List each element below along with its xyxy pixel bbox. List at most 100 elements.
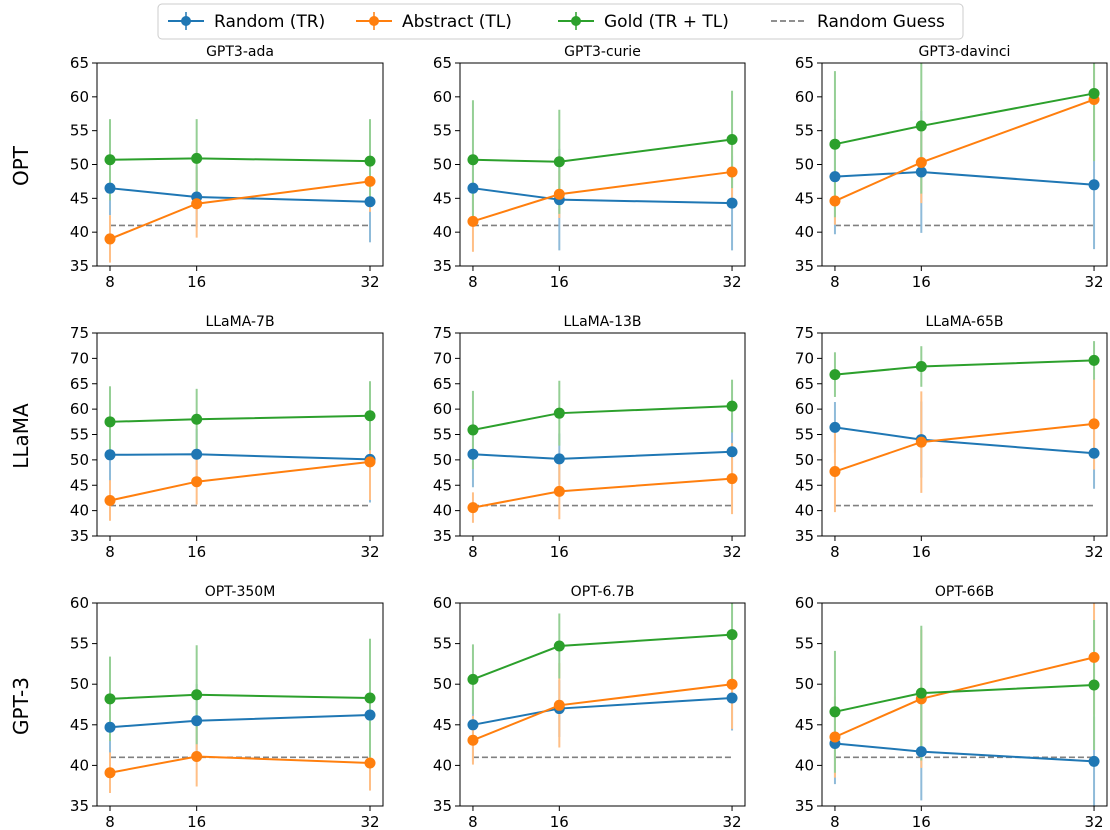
y-tick-label: 60 [795, 594, 814, 612]
point-gold-tr-tl [829, 369, 841, 381]
y-tick-label: 55 [433, 122, 452, 140]
x-tick-label: 32 [360, 813, 379, 830]
y-tick-label: 35 [433, 257, 452, 275]
y-tick-label: 45 [70, 189, 89, 207]
point-random-tr [1088, 179, 1100, 191]
y-tick-label: 60 [433, 400, 452, 418]
point-abstract-tl [726, 166, 738, 178]
plot-area [104, 638, 376, 794]
row-label-opt: OPT [9, 145, 33, 186]
series-line-gold-tr-tl [109, 414, 371, 423]
y-tick-label: 45 [795, 716, 814, 734]
y-tick-label: 60 [70, 594, 89, 612]
point-abstract-tl [553, 699, 565, 711]
y-tick-label: 50 [433, 156, 452, 174]
panel-title: LLaMA-7B [205, 314, 274, 330]
point-random-tr [104, 449, 116, 461]
y-tick-label: 50 [795, 156, 814, 174]
legend-label-abstract-tl: Abstract (TL) [402, 12, 512, 32]
series-line-gold-tr-tl [472, 138, 733, 163]
panels: GPT3-ada 35 40 45 50 55 60 65 8 16 32 GPT3-curie 35 4… [70, 44, 1108, 830]
panel-frame [96, 602, 384, 807]
point-abstract-tl [467, 502, 479, 514]
plot-area [829, 603, 1100, 806]
point-random-tr [104, 182, 116, 194]
panel-title: OPT-350M [205, 584, 276, 600]
series-line-random-tr [472, 697, 733, 726]
x-tick-label: 16 [912, 813, 931, 830]
panel-title: GPT3-curie [564, 44, 641, 60]
point-random-tr [829, 421, 841, 433]
point-abstract-tl [1088, 418, 1100, 430]
x-tick-label: 8 [105, 813, 115, 830]
x-tick-label: 8 [105, 543, 115, 561]
point-random-tr [104, 721, 116, 733]
series-line-random-tr [109, 453, 371, 461]
y-tick-label: 45 [795, 476, 814, 494]
y-tick-label: 65 [433, 54, 452, 72]
x-tick-label: 32 [722, 813, 741, 830]
y-tick-label: 55 [795, 426, 814, 444]
y-tick-label: 40 [70, 223, 89, 241]
point-gold-tr-tl [191, 689, 203, 701]
y-tick-label: 50 [795, 675, 814, 693]
panel-frame [821, 602, 1108, 807]
panel-gpt3-curie: GPT3-curie 35 40 45 50 55 60 65 8 16 32 [433, 44, 746, 291]
x-tick-label: 16 [550, 813, 569, 830]
y-tick-label: 35 [433, 797, 452, 815]
series-line-random-tr [472, 450, 733, 460]
x-tick-label: 32 [1084, 813, 1103, 830]
series-line-abstract-tl [472, 170, 733, 223]
panel-opt-66b: OPT-66B 35 40 45 50 55 60 8 16 32 [795, 584, 1108, 830]
y-tick-label: 40 [433, 223, 452, 241]
panel-gpt3-ada: GPT3-ada 35 40 45 50 55 60 65 8 16 32 [70, 44, 384, 291]
series-line-abstract-tl [109, 180, 371, 240]
panel-title: LLaMA-65B [926, 314, 1004, 330]
y-tick-label: 75 [433, 324, 452, 342]
point-abstract-tl [553, 485, 565, 497]
point-abstract-tl [364, 175, 376, 187]
y-tick-label: 70 [433, 349, 452, 367]
y-tick-label: 35 [433, 527, 452, 545]
y-tick-label: 55 [795, 122, 814, 140]
series-line-abstract-tl [109, 460, 371, 502]
panel-frame [459, 332, 746, 537]
series-line-abstract-tl [472, 683, 733, 742]
y-tick-label: 40 [795, 756, 814, 774]
y-tick-label: 45 [70, 716, 89, 734]
y-tick-label: 35 [795, 527, 814, 545]
series-line-abstract-tl [834, 656, 1095, 738]
series-line-random-tr [109, 187, 371, 203]
point-gold-tr-tl [364, 692, 376, 704]
panel-title: GPT3-davinci [919, 44, 1011, 60]
y-tick-label: 60 [795, 400, 814, 418]
y-tick-label: 50 [70, 675, 89, 693]
x-tick-label: 32 [1084, 273, 1103, 291]
panel-title: GPT3-ada [206, 44, 274, 60]
point-random-tr [467, 719, 479, 731]
y-tick-label: 40 [70, 756, 89, 774]
point-random-tr [915, 166, 927, 178]
point-random-tr [726, 446, 738, 458]
point-gold-tr-tl [104, 154, 116, 166]
point-gold-tr-tl [104, 416, 116, 428]
panel-gpt3-davinci: GPT3-davinci 35 40 45 50 55 60 65 8 16 32 [795, 44, 1108, 291]
y-tick-label: 35 [795, 797, 814, 815]
y-tick-label: 55 [70, 635, 89, 653]
legend-marker-random-tr [181, 16, 191, 26]
y-tick-label: 60 [70, 88, 89, 106]
series-line-gold-tr-tl [834, 92, 1095, 146]
x-tick-label: 16 [550, 543, 569, 561]
point-gold-tr-tl [364, 410, 376, 422]
point-abstract-tl [104, 767, 116, 779]
x-tick-label: 8 [830, 813, 840, 830]
point-gold-tr-tl [915, 687, 927, 699]
y-tick-label: 50 [70, 156, 89, 174]
point-abstract-tl [364, 757, 376, 769]
point-gold-tr-tl [1088, 354, 1100, 366]
point-abstract-tl [104, 494, 116, 506]
y-tick-label: 65 [70, 54, 89, 72]
plot-area [829, 63, 1100, 250]
point-random-tr [915, 746, 927, 758]
x-tick-label: 16 [912, 543, 931, 561]
